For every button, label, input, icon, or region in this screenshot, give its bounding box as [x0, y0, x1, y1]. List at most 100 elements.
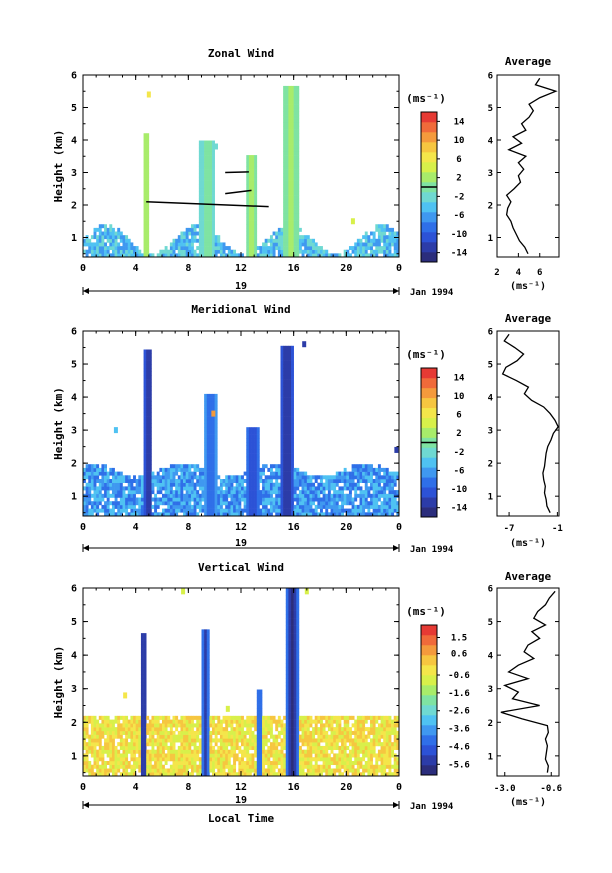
- heatmap-cell: [114, 715, 118, 720]
- heatmap-cell: [391, 479, 395, 483]
- heatmap-cell: [335, 512, 339, 517]
- heatmap-cell: [283, 408, 287, 413]
- heatmap-cell: [175, 723, 179, 728]
- heatmap-cell: [201, 151, 205, 156]
- heatmap-cell: [143, 158, 147, 163]
- heatmap-cell: [291, 633, 294, 638]
- heatmap-cell: [201, 719, 205, 724]
- x-tick-label: 0: [80, 522, 86, 533]
- heatmap-cell: [146, 202, 150, 207]
- heatmap-cell: [172, 471, 176, 476]
- heatmap-cell: [143, 719, 147, 724]
- heatmap-cell: [243, 730, 247, 735]
- heatmap-cell: [375, 238, 379, 243]
- heatmap-cell: [269, 253, 273, 258]
- heatmap-cell: [304, 749, 308, 754]
- heatmap-cell: [212, 456, 215, 461]
- heatmap-cell: [343, 482, 347, 487]
- heatmap-cell: [138, 753, 142, 758]
- heatmap-cell: [291, 651, 294, 656]
- heatmap-cell: [138, 508, 142, 513]
- heatmap-cell: [251, 169, 255, 174]
- heatmap-cell: [288, 508, 292, 513]
- heatmap-cell: [130, 253, 134, 258]
- heatmap-cell: [148, 482, 152, 487]
- heatmap-cell: [317, 504, 321, 509]
- profile-title: Average: [505, 55, 552, 68]
- heatmap-cell: [167, 757, 171, 762]
- heatmap-cell: [143, 231, 147, 236]
- heatmap-cell: [193, 508, 197, 513]
- heatmap-cell: [185, 231, 189, 236]
- heatmap-cell: [172, 753, 176, 758]
- heatmap-cell: [283, 423, 287, 428]
- heatmap-cell: [256, 482, 260, 487]
- heatmap-cell: [159, 490, 163, 495]
- heatmap-cell: [154, 501, 158, 506]
- heatmap-cell: [146, 405, 150, 409]
- heatmap-cell: [190, 760, 194, 766]
- heatmap-cell: [264, 246, 268, 251]
- heatmap-cell: [143, 423, 147, 428]
- heatmap-cell: [383, 512, 387, 517]
- heatmap-cell: [109, 479, 113, 483]
- heatmap-cell: [277, 253, 281, 258]
- heatmap-cell: [204, 655, 208, 660]
- heatmap-cell: [288, 730, 292, 735]
- heatmap-cell: [241, 727, 244, 732]
- heatmap-cell: [351, 482, 355, 487]
- heatmap-cell: [272, 504, 276, 509]
- heatmap-cell: [233, 757, 237, 762]
- heatmap-cell: [122, 727, 126, 732]
- heatmap-cell: [304, 753, 308, 758]
- heatmap-cell: [285, 618, 289, 623]
- heatmap-cell: [119, 493, 123, 498]
- heatmap-cell: [312, 482, 316, 487]
- heatmap-cell: [222, 772, 226, 777]
- heatmap-cell: [85, 742, 89, 747]
- heatmap-cell: [190, 757, 194, 762]
- heatmap-cell: [251, 216, 255, 221]
- heatmap-cell: [185, 764, 189, 769]
- heatmap-cell: [377, 249, 381, 254]
- heatmap-cell: [159, 715, 163, 720]
- heatmap-cell: [317, 757, 321, 762]
- heatmap-cell: [277, 497, 281, 502]
- heatmap-cell: [90, 242, 94, 247]
- heatmap-cell: [317, 253, 321, 258]
- heatmap-cell: [293, 742, 297, 747]
- heatmap-cell: [119, 235, 123, 240]
- heatmap-cell: [283, 449, 287, 454]
- heatmap-cell: [196, 490, 200, 495]
- heatmap-cell: [367, 467, 371, 472]
- heatmap-cell: [238, 730, 242, 735]
- heatmap-cell: [267, 723, 271, 728]
- heatmap-cell: [291, 464, 294, 469]
- heatmap-cell: [285, 118, 289, 123]
- heatmap-cell: [204, 227, 208, 232]
- heatmap-cell: [362, 512, 366, 517]
- heatmap-cell: [96, 235, 100, 240]
- heatmap-cell: [291, 456, 294, 461]
- heatmap-cell: [346, 501, 350, 506]
- heatmap-cell: [296, 107, 300, 112]
- heatmap-cell: [391, 235, 395, 240]
- heatmap-cell: [177, 753, 181, 758]
- heatmap-cell: [233, 249, 237, 254]
- heatmap-cell: [109, 760, 113, 766]
- heatmap-cell: [251, 464, 255, 469]
- heatmap-cell: [238, 772, 242, 777]
- heatmap-cell: [140, 742, 144, 747]
- heatmap-cell: [201, 764, 205, 769]
- heatmap-cell: [143, 434, 147, 439]
- heatmap-cell: [196, 768, 200, 773]
- heatmap-cell: [359, 246, 363, 251]
- heatmap-cell: [385, 504, 389, 509]
- heatmap-cell: [248, 493, 252, 498]
- heatmap-cell: [296, 708, 300, 713]
- heatmap-cell: [241, 730, 244, 735]
- heatmap-cell: [256, 730, 260, 735]
- heatmap-cell: [251, 191, 255, 196]
- heatmap-cell: [188, 742, 192, 747]
- heatmap-cell: [101, 471, 105, 476]
